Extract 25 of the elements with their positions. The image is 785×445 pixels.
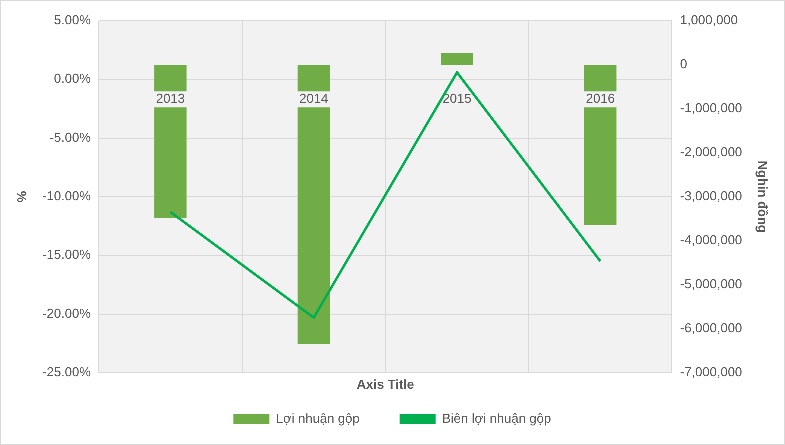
legend-label: Biên lợi nhuận gộp xyxy=(442,411,552,426)
x-tick-label: 2016 xyxy=(586,91,616,106)
y-tick-label: -15.00% xyxy=(42,247,92,262)
y-tick-label: 0.00% xyxy=(54,71,92,86)
y-tick-label: -20.00% xyxy=(42,306,92,321)
y2-tick-label: -4,000,000 xyxy=(680,232,742,248)
y-tick-label: 5.00% xyxy=(54,12,92,28)
x-tick-label: 2015 xyxy=(442,91,472,106)
y-tick-label: -25.00% xyxy=(42,364,92,380)
legend-label: Lợi nhuận gộp xyxy=(276,411,360,426)
y-tick-label: -10.00% xyxy=(42,188,92,204)
y2-tick-label: 0 xyxy=(680,56,688,72)
y2-tick-label: -1,000,000 xyxy=(680,100,742,116)
y-tick-label: -5.00% xyxy=(50,130,92,145)
x-tick-label: 2014 xyxy=(300,91,328,106)
y2-tick-label: 1,000,000 xyxy=(680,12,738,28)
y2-tick-label: -7,000,000 xyxy=(680,364,742,380)
y2-tick-label: -3,000,000 xyxy=(680,188,742,204)
x-axis-title: Axis Title xyxy=(356,377,414,392)
y2-tick-label: -6,000,000 xyxy=(680,320,742,336)
x-tick-label: 2013 xyxy=(156,91,186,106)
y-axis-title: % xyxy=(14,190,30,203)
y2-axis-title: Nghin đồng xyxy=(756,160,771,234)
y2-tick-label: -5,000,000 xyxy=(680,276,742,292)
y2-tick-label: -2,000,000 xyxy=(680,144,742,160)
